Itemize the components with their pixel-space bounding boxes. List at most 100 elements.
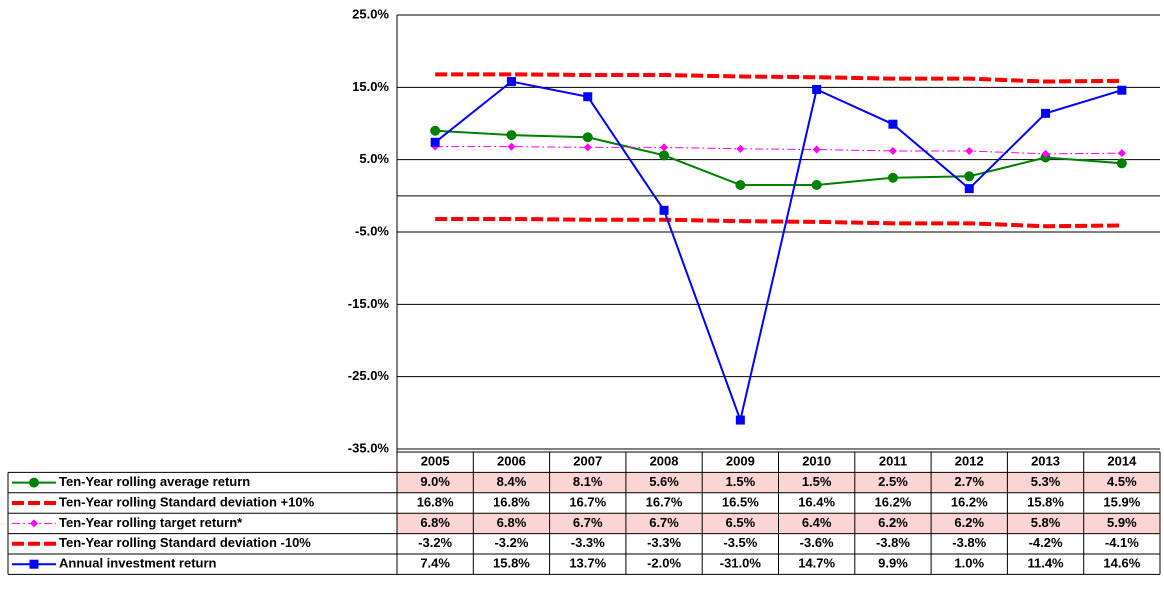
series-line bbox=[435, 146, 1122, 155]
marker bbox=[1041, 149, 1050, 158]
marker bbox=[736, 144, 745, 153]
marker bbox=[964, 184, 974, 194]
table-cell: 16.8% bbox=[417, 494, 454, 509]
y-tick-label: -15.0% bbox=[348, 296, 390, 311]
x-tick-label: 2010 bbox=[802, 454, 831, 469]
legend-label: Annual investment return bbox=[59, 556, 217, 571]
series-line bbox=[435, 72, 1122, 84]
table-cell: -2.0% bbox=[647, 556, 681, 571]
table-cell: 16.4% bbox=[798, 494, 835, 509]
marker bbox=[430, 125, 441, 136]
table-cell: 15.8% bbox=[493, 556, 530, 571]
marker bbox=[812, 85, 822, 95]
table-cell: 6.8% bbox=[497, 515, 527, 530]
table-cell: -4.1% bbox=[1105, 535, 1139, 550]
table-cell: 16.2% bbox=[951, 494, 988, 509]
x-tick-label: 2005 bbox=[421, 454, 450, 469]
legend-label: Ten-Year rolling Standard deviation +10% bbox=[59, 494, 315, 509]
table-cell: -3.2% bbox=[418, 535, 452, 550]
table-cell: -3.3% bbox=[647, 535, 681, 550]
y-tick-label: -25.0% bbox=[348, 368, 390, 383]
table-cell: 6.7% bbox=[573, 515, 603, 530]
table-cell: 5.6% bbox=[649, 474, 679, 489]
table-cell: 6.5% bbox=[726, 515, 756, 530]
marker bbox=[1117, 85, 1127, 95]
legend-marker bbox=[30, 519, 38, 528]
marker bbox=[1041, 108, 1051, 118]
marker bbox=[506, 77, 516, 87]
marker bbox=[964, 171, 975, 182]
y-tick-label: 5.0% bbox=[359, 151, 389, 166]
y-tick-label: -5.0% bbox=[355, 223, 389, 238]
table-cell: 16.2% bbox=[875, 494, 912, 509]
series-line bbox=[435, 129, 1122, 186]
table-cell: 6.8% bbox=[420, 515, 450, 530]
table-cell: -31.0% bbox=[720, 556, 762, 571]
table-cell: 1.0% bbox=[954, 556, 984, 571]
marker bbox=[887, 172, 898, 183]
y-tick-label: -35.0% bbox=[348, 440, 390, 455]
marker bbox=[735, 179, 746, 190]
marker bbox=[430, 137, 440, 147]
table-cell: 1.5% bbox=[726, 474, 756, 489]
marker bbox=[582, 132, 593, 143]
marker bbox=[506, 130, 517, 141]
legend-label: Ten-Year rolling target return* bbox=[59, 515, 243, 530]
marker bbox=[812, 145, 821, 154]
legend-marker bbox=[29, 477, 39, 488]
marker bbox=[811, 179, 822, 190]
x-tick-label: 2008 bbox=[650, 454, 679, 469]
x-tick-label: 2012 bbox=[955, 454, 984, 469]
table-cell: 6.7% bbox=[649, 515, 679, 530]
table-cell: 6.2% bbox=[954, 515, 984, 530]
table-cell: -3.8% bbox=[952, 535, 986, 550]
table-cell: 15.9% bbox=[1103, 494, 1140, 509]
marker bbox=[1116, 158, 1127, 169]
marker bbox=[507, 142, 516, 151]
x-tick-label: 2007 bbox=[573, 454, 602, 469]
table-cell: 5.8% bbox=[1031, 515, 1061, 530]
x-tick-label: 2006 bbox=[497, 454, 526, 469]
marker bbox=[583, 143, 592, 152]
table-cell: 5.3% bbox=[1031, 474, 1061, 489]
table-cell: 16.7% bbox=[569, 494, 606, 509]
marker bbox=[659, 150, 670, 161]
x-tick-label: 2009 bbox=[726, 454, 755, 469]
x-tick-label: 2011 bbox=[879, 454, 907, 469]
x-tick-label: 2014 bbox=[1107, 454, 1137, 469]
table-cell: 14.7% bbox=[798, 556, 835, 571]
table-cell: 15.8% bbox=[1027, 494, 1064, 509]
marker bbox=[965, 146, 974, 155]
table-cell: 2.5% bbox=[878, 474, 908, 489]
legend-label: Ten-Year rolling average return bbox=[59, 474, 250, 489]
table-cell: -3.6% bbox=[800, 535, 834, 550]
y-tick-label: 25.0% bbox=[352, 6, 389, 21]
table-cell: 5.9% bbox=[1107, 515, 1137, 530]
table-cell: 9.0% bbox=[420, 474, 450, 489]
table-cell: 4.5% bbox=[1107, 474, 1137, 489]
series-line bbox=[434, 80, 1123, 422]
table-cell: -3.3% bbox=[571, 535, 605, 550]
series-line bbox=[435, 216, 1122, 229]
table-cell: 9.9% bbox=[878, 556, 908, 571]
legend-label: Ten-Year rolling Standard deviation -10% bbox=[59, 535, 311, 550]
table-cell: 8.4% bbox=[497, 474, 527, 489]
table-cell: 8.1% bbox=[573, 474, 603, 489]
table-cell: 16.8% bbox=[493, 494, 530, 509]
marker bbox=[1117, 149, 1126, 158]
table-cell: 7.4% bbox=[420, 556, 450, 571]
table-cell: 6.4% bbox=[802, 515, 832, 530]
marker bbox=[659, 205, 669, 215]
table-cell: -3.2% bbox=[494, 535, 528, 550]
table-cell: 11.4% bbox=[1027, 556, 1064, 571]
table-cell: -3.8% bbox=[876, 535, 910, 550]
table-cell: 13.7% bbox=[569, 556, 606, 571]
table-cell: -4.2% bbox=[1029, 535, 1063, 550]
table-cell: 16.5% bbox=[722, 494, 759, 509]
marker bbox=[583, 92, 593, 102]
table-cell: -3.5% bbox=[723, 535, 757, 550]
table-cell: 6.2% bbox=[878, 515, 908, 530]
table-cell: 1.5% bbox=[802, 474, 832, 489]
marker bbox=[735, 415, 745, 425]
